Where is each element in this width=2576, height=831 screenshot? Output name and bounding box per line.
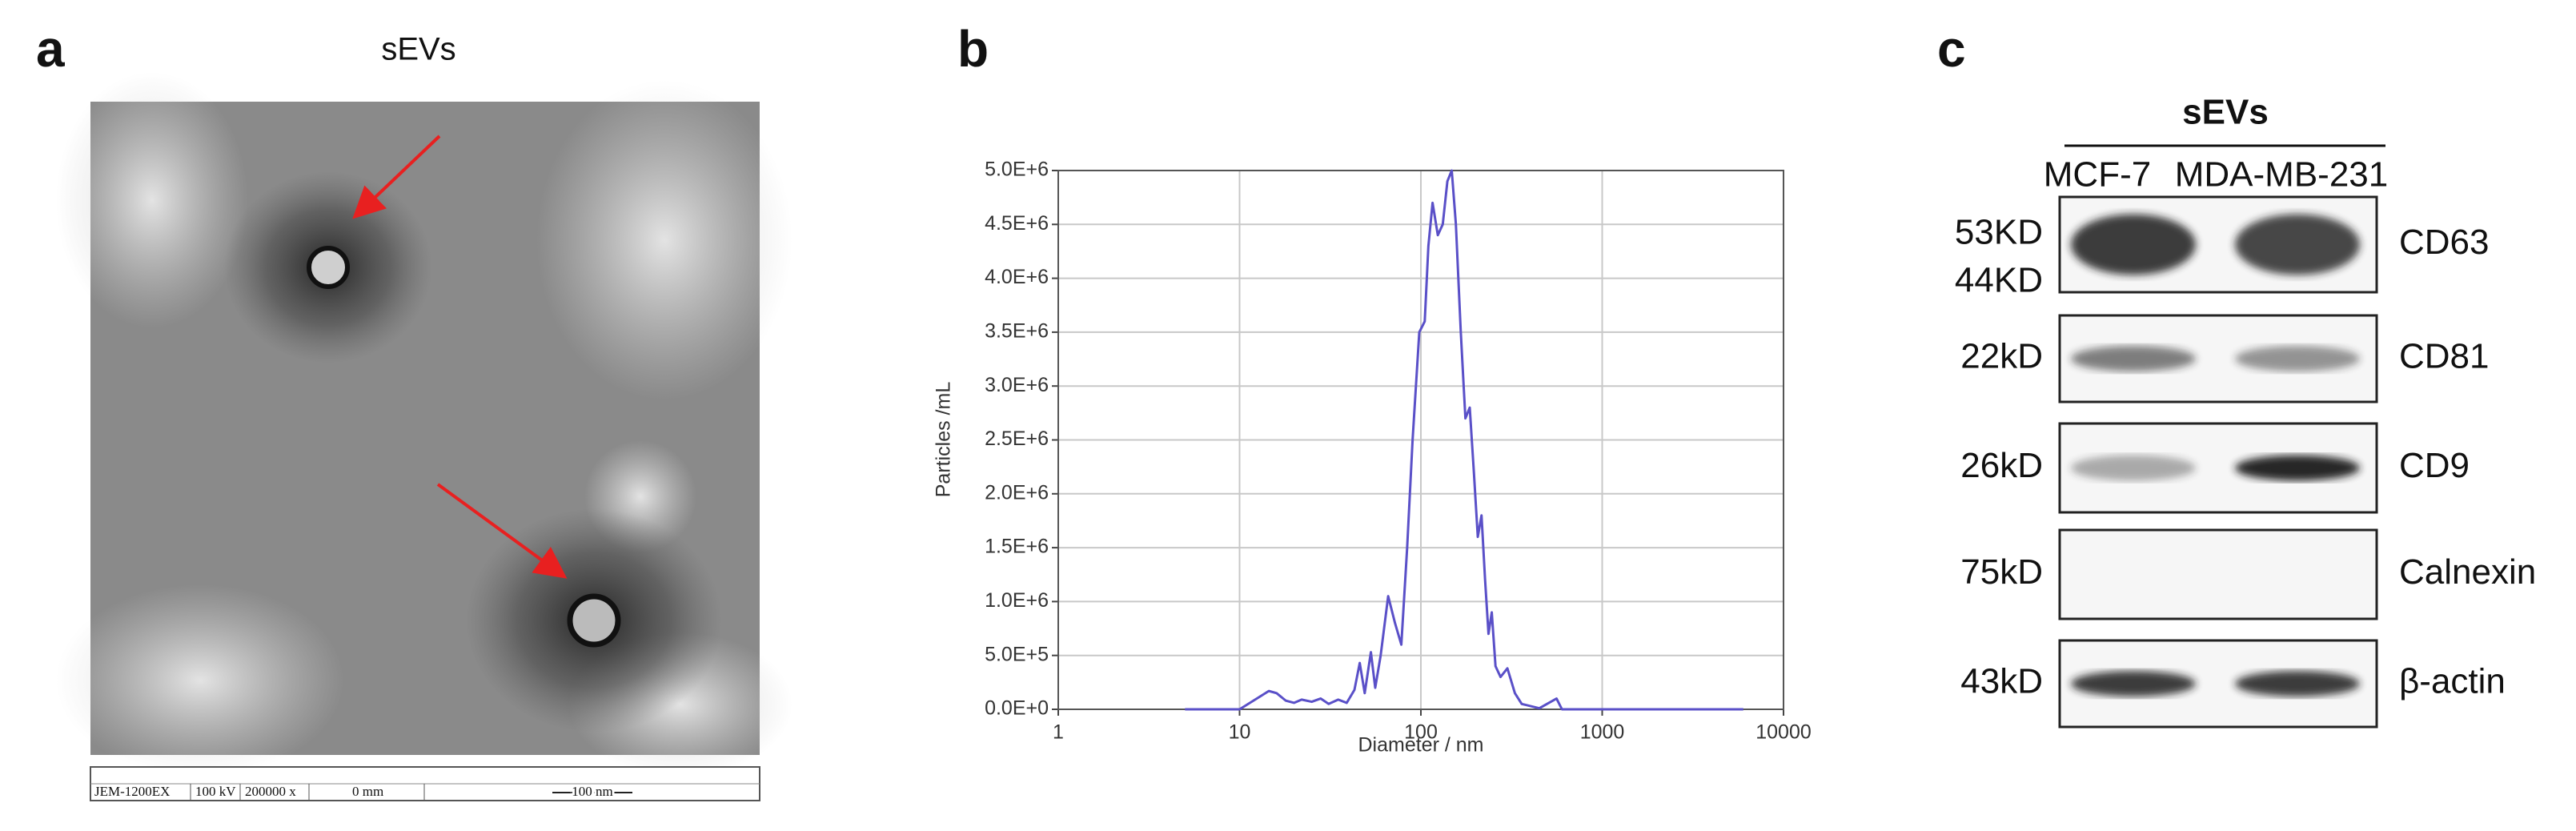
caption-text: 0 mm bbox=[352, 784, 383, 799]
marker-label: 43kD bbox=[1960, 662, 2043, 701]
x-tick-label: 1 bbox=[1053, 721, 1064, 744]
blot-band bbox=[2235, 346, 2360, 371]
blot-band bbox=[2235, 671, 2360, 697]
y-tick-label: 2.5E+6 bbox=[985, 428, 1049, 450]
plot: 0.0E+0 5.0E+5 1.0E+6 1.5E+6 2.0E+6 2.5E+6 3.0E… bbox=[985, 159, 1812, 744]
marker-label: 75kD bbox=[1960, 552, 2043, 592]
panel-title: sEVs bbox=[2182, 93, 2269, 132]
tem-image bbox=[56, 72, 792, 777]
y-axis-title: Particles /mL bbox=[933, 382, 955, 498]
panel-label: b bbox=[957, 20, 989, 78]
scale-bar-label: 100 nm bbox=[572, 784, 612, 799]
blot-band bbox=[2235, 214, 2360, 275]
marker-label: 53KD bbox=[1955, 213, 2043, 252]
blot-box bbox=[2058, 528, 2378, 620]
blot-band bbox=[2071, 214, 2196, 275]
protein-label: CD9 bbox=[2399, 446, 2470, 485]
y-tick-label: 3.0E+6 bbox=[985, 374, 1049, 396]
protein-label: Calnexin bbox=[2399, 552, 2536, 592]
x-axis-title: Diameter / nm bbox=[1358, 734, 1484, 757]
caption-text: 100 kV bbox=[195, 784, 236, 799]
y-tick-label: 3.5E+6 bbox=[985, 320, 1049, 343]
blot-band bbox=[2071, 455, 2196, 481]
protein-label: CD63 bbox=[2399, 223, 2490, 262]
marker-label: 44KD bbox=[1955, 261, 2043, 300]
blot-band bbox=[2071, 671, 2196, 697]
protein-label: β-actin bbox=[2399, 662, 2506, 701]
y-tick-label: 5.0E+6 bbox=[985, 159, 1049, 181]
protein-label: CD81 bbox=[2399, 337, 2490, 376]
y-tick-label: 5.0E+5 bbox=[985, 643, 1049, 665]
marker-label: 22kD bbox=[1960, 337, 2043, 376]
y-tick-label: 1.5E+6 bbox=[985, 536, 1049, 558]
panel-label: c bbox=[1937, 20, 1966, 78]
marker-label: 26kD bbox=[1960, 446, 2043, 485]
plot-frame bbox=[1057, 170, 1784, 710]
y-tick-label: 1.0E+6 bbox=[985, 589, 1049, 612]
caption-text: JEM-1200EX bbox=[94, 784, 170, 799]
x-tick-label: 10000 bbox=[1755, 721, 1812, 744]
blots: 53KD 44KD CD63 22kD CD81 26kD CD9 75kD Calnexin 4… bbox=[1955, 195, 2536, 729]
x-tick-label: 10 bbox=[1229, 721, 1251, 744]
x-tick-label: 100 bbox=[1404, 721, 1438, 744]
data-line bbox=[1185, 169, 1743, 711]
y-tick-label: 0.0E+0 bbox=[985, 697, 1049, 720]
column-label: MCF-7 bbox=[2044, 155, 2151, 195]
blot-band bbox=[2071, 346, 2196, 371]
column-label: MDA-MB-231 bbox=[2175, 155, 2389, 195]
x-tick-label: 1000 bbox=[1580, 721, 1625, 744]
caption-text: 200000 x bbox=[245, 784, 296, 799]
tem-caption-bar: JEM-1200EX 100 kV 200000 x 0 mm 100 nm bbox=[90, 766, 760, 801]
panel-label: a bbox=[36, 20, 65, 78]
panel-title: sEVs bbox=[381, 32, 455, 67]
y-tick-label: 4.0E+6 bbox=[985, 266, 1049, 288]
y-tick-label: 2.0E+6 bbox=[985, 481, 1049, 504]
blot-band bbox=[2235, 455, 2360, 481]
y-tick-label: 4.5E+6 bbox=[985, 212, 1049, 235]
